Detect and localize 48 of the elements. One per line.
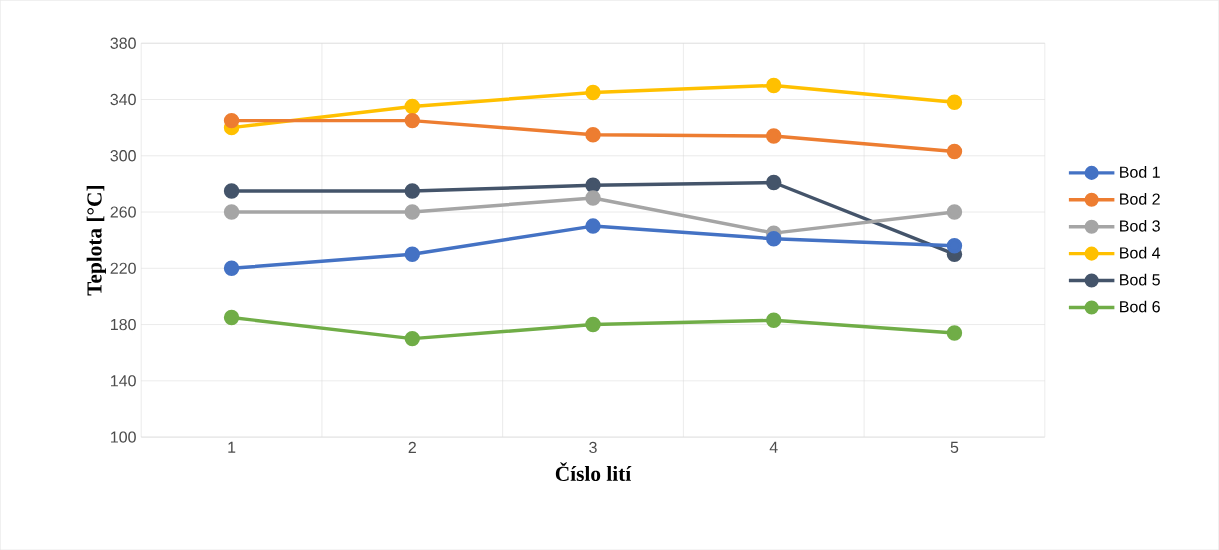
legend-label: Bod 1 <box>1120 165 1160 178</box>
x-tick-label: 1 <box>228 441 236 453</box>
legend-label: Bod 5 <box>1120 273 1160 286</box>
point <box>946 237 963 254</box>
point <box>404 183 421 199</box>
x-tick-label: 2 <box>408 441 416 453</box>
point <box>946 325 963 341</box>
legend-label: Bod 2 <box>1120 192 1160 205</box>
y-tick-label: 380 <box>110 37 136 49</box>
legend-label: Bod 6 <box>1120 300 1160 313</box>
legend-label: Bod 3 <box>1120 219 1160 232</box>
y-tick-label: 340 <box>110 93 136 106</box>
point <box>585 316 601 333</box>
y-tick-label: 220 <box>110 262 136 274</box>
point <box>223 260 240 276</box>
point <box>946 94 963 110</box>
point <box>585 190 601 206</box>
point <box>404 204 421 220</box>
point <box>223 204 240 220</box>
point <box>946 204 963 220</box>
x-tick-label: 4 <box>769 441 778 453</box>
y-tick-label: 100 <box>111 431 136 443</box>
point <box>223 112 240 129</box>
x-tick-label: 3 <box>589 441 597 453</box>
point <box>223 309 240 326</box>
point <box>404 330 421 347</box>
point <box>223 183 240 199</box>
point <box>946 143 963 160</box>
point <box>585 126 601 143</box>
point <box>766 128 782 144</box>
point <box>585 177 601 193</box>
y-axis-title: Teplota [°C] <box>86 185 106 296</box>
point <box>766 77 782 94</box>
legend-label: Bod 4 <box>1120 246 1161 259</box>
point <box>766 312 782 328</box>
y-tick-label: 140 <box>111 375 136 387</box>
point <box>404 112 421 129</box>
x-tick-label: 5 <box>950 441 959 453</box>
y-tick-label: 300 <box>110 149 136 162</box>
point <box>585 218 601 234</box>
point <box>585 84 601 101</box>
y-tick-label: 260 <box>110 206 136 218</box>
x-axis-title: Číslo lití <box>555 462 632 481</box>
y-tick-label: 180 <box>111 318 136 331</box>
point <box>404 246 421 262</box>
point <box>404 98 421 115</box>
point <box>766 174 782 191</box>
point <box>766 230 782 247</box>
